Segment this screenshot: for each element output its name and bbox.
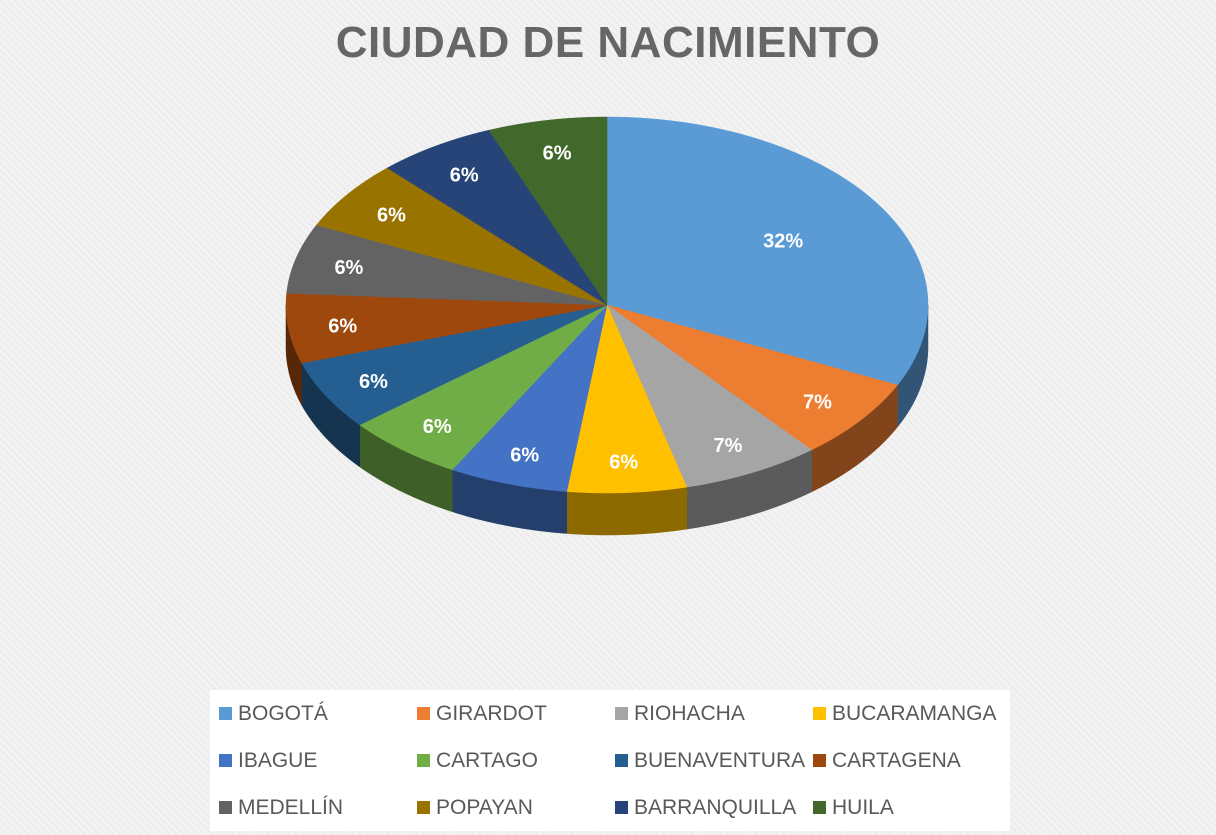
- legend-label: RIOHACHA: [634, 701, 745, 725]
- legend-item-cartago: CARTAGO: [408, 737, 606, 784]
- legend-swatch: [417, 754, 430, 767]
- legend-label: HUILA: [832, 795, 894, 819]
- legend-label: CARTAGENA: [832, 748, 961, 772]
- legend-item-cartagena: CARTAGENA: [804, 737, 1010, 784]
- pie-slice-buenaventura: [301, 304, 608, 426]
- pie-slice-bogota: [606, 116, 929, 386]
- pie-side-bucaramanga: [566, 486, 688, 536]
- pie-slice-riohacha: [606, 304, 813, 488]
- legend-item-buenaventura: BUENAVENTURA: [606, 737, 806, 784]
- legend-label: MEDELLÍN: [238, 795, 344, 819]
- legend-label: GIRARDOT: [436, 701, 547, 725]
- legend-swatch: [417, 801, 430, 814]
- legend-item-medellin: MEDELLÍN: [210, 784, 408, 831]
- legend-label: IBAGUE: [238, 748, 318, 772]
- pie-slice-barranquilla: [386, 129, 608, 306]
- pie-slice-huila: [488, 116, 608, 306]
- legend-swatch: [813, 801, 826, 814]
- legend-label: CARTAGO: [436, 748, 538, 772]
- legend-item-popayan: POPAYAN: [408, 784, 606, 831]
- data-label-popayan: 6%: [377, 204, 406, 226]
- pie-slice-cartagena: [285, 292, 608, 364]
- legend-swatch: [615, 707, 628, 720]
- data-label-bucaramanga: 6%: [609, 452, 638, 474]
- data-label-bogota: 32%: [763, 231, 803, 253]
- legend-item-bogota: BOGOTÁ: [210, 690, 408, 737]
- legend-item-huila: HUILA: [804, 784, 1010, 831]
- legend: BOGOTÁ GIRARDOT RIOHACHA BUCARAMANGA IBAGUE C…: [210, 690, 1010, 831]
- legend-label: BUENAVENTURA: [634, 748, 806, 772]
- pie-slice-bucaramanga: [566, 304, 688, 494]
- legend-item-riohacha: RIOHACHA: [606, 690, 804, 737]
- data-label-girardot: 7%: [803, 392, 832, 414]
- legend-swatch: [813, 754, 826, 767]
- chart-title: CIUDAD DE NACIMIENTO: [335, 18, 881, 67]
- pie-slice-cartago: [359, 304, 608, 471]
- legend-swatch: [615, 754, 628, 767]
- legend-swatch: [417, 707, 430, 720]
- data-label-cartagena: 6%: [328, 316, 357, 338]
- pie-slice-girardot: [606, 304, 898, 451]
- data-label-cartago: 6%: [423, 416, 452, 438]
- legend-item-bucaramanga: BUCARAMANGA: [804, 690, 1010, 737]
- data-label-riohacha: 7%: [714, 435, 743, 457]
- legend-swatch: [219, 707, 232, 720]
- pie-slice-ibague: [451, 304, 608, 492]
- pie-slice-medellin: [286, 224, 608, 306]
- legend-swatch: [219, 754, 232, 767]
- legend-swatch: [813, 707, 826, 720]
- legend-item-ibague: IBAGUE: [210, 737, 408, 784]
- data-label-barranquilla: 6%: [450, 164, 479, 186]
- data-label-buenaventura: 6%: [359, 371, 388, 393]
- legend-label: BOGOTÁ: [238, 701, 328, 725]
- pie-slice-popayan: [316, 167, 608, 306]
- data-label-huila: 6%: [543, 143, 572, 165]
- legend-swatch: [615, 801, 628, 814]
- data-label-ibague: 6%: [510, 444, 539, 466]
- legend-item-girardot: GIRARDOT: [408, 690, 606, 737]
- legend-item-barranquilla: BARRANQUILLA: [606, 784, 804, 831]
- legend-label: POPAYAN: [436, 795, 533, 819]
- legend-label: BARRANQUILLA: [634, 795, 797, 819]
- legend-swatch: [219, 801, 232, 814]
- legend-label: BUCARAMANGA: [832, 701, 997, 725]
- data-label-medellin: 6%: [334, 257, 363, 279]
